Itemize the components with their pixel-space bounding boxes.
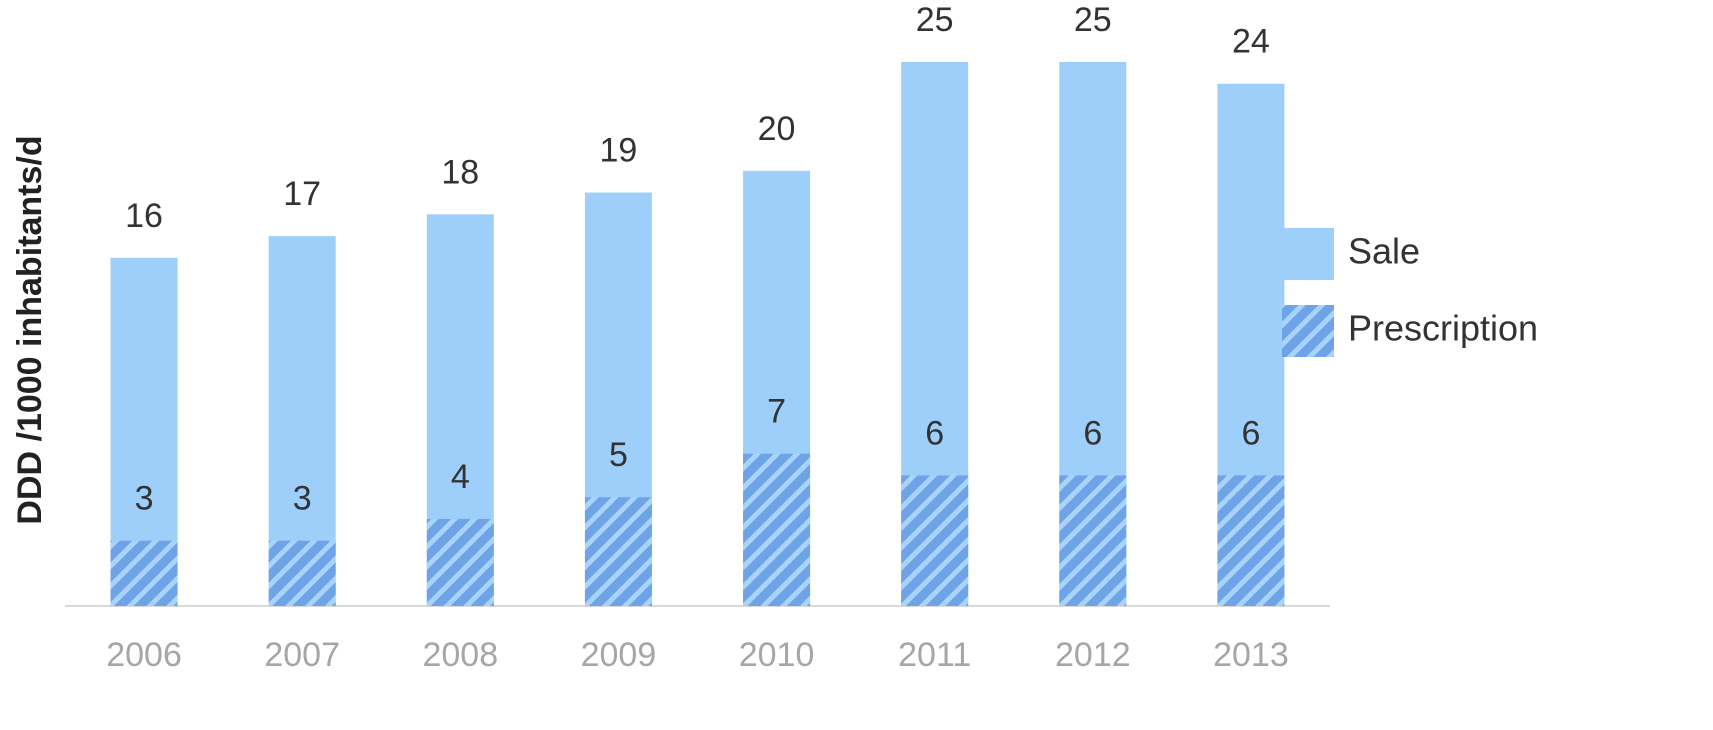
- bar: [743, 453, 811, 606]
- x-tick-label: 2006: [106, 636, 182, 674]
- value-label: 6: [1241, 414, 1260, 452]
- bar: [901, 475, 969, 606]
- legend-swatch: [1282, 305, 1334, 357]
- value-label: 4: [451, 458, 470, 496]
- value-label: 19: [600, 132, 638, 170]
- value-label: 3: [293, 480, 312, 518]
- x-tick-label: 2013: [1213, 636, 1289, 674]
- value-label: 20: [758, 110, 796, 148]
- bar: [110, 540, 178, 606]
- x-tick-label: 2008: [422, 636, 498, 674]
- value-label: 6: [1083, 414, 1102, 452]
- y-axis-label: DDD /1000 inhabitants/d: [11, 135, 49, 524]
- legend-swatch: [1282, 228, 1334, 280]
- value-label: 16: [125, 197, 163, 235]
- value-label: 7: [767, 393, 786, 431]
- value-label: 3: [135, 480, 154, 518]
- legend-label: Sale: [1348, 231, 1420, 272]
- bar: [1059, 475, 1127, 606]
- bar: [268, 540, 336, 606]
- bar: [1217, 475, 1285, 606]
- value-label: 17: [283, 175, 321, 213]
- legend-label: Prescription: [1348, 308, 1538, 349]
- value-label: 6: [925, 414, 944, 452]
- x-tick-label: 2012: [1055, 636, 1131, 674]
- x-tick-label: 2011: [898, 636, 971, 674]
- x-tick-label: 2007: [264, 636, 340, 674]
- bar: [426, 518, 494, 606]
- x-tick-label: 2009: [581, 636, 657, 674]
- value-label: 25: [1074, 1, 1112, 39]
- value-label: 18: [441, 153, 479, 191]
- x-tick-label: 2010: [739, 636, 815, 674]
- value-label: 5: [609, 436, 628, 474]
- value-label: 24: [1232, 23, 1270, 61]
- bar: [584, 497, 652, 606]
- value-label: 25: [916, 1, 954, 39]
